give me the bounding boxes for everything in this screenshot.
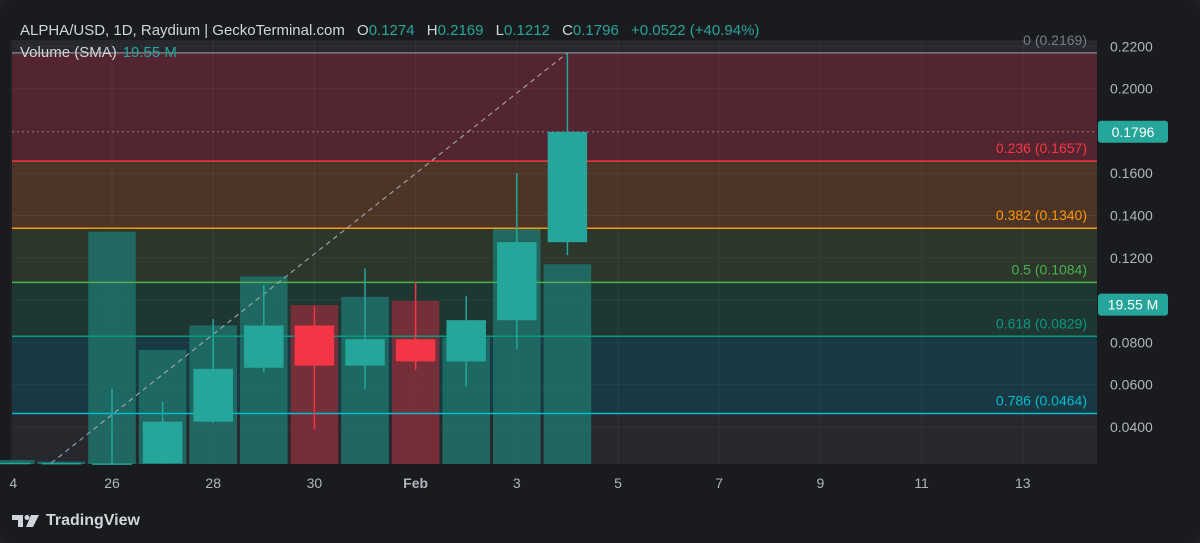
x-axis-tick-label: 13 [1015,475,1031,491]
y-axis-tick-label: 0.0400 [1110,419,1153,435]
x-axis-tick-label: 28 [205,475,221,491]
candle-body[interactable] [0,462,31,465]
fib-level-label: 0.382 (0.1340) [996,207,1087,223]
close-label: C [562,22,573,39]
open-value: 0.1274 [368,22,415,39]
high-label: H [426,22,438,39]
candle-body[interactable] [345,339,385,366]
candle-body[interactable] [294,325,335,366]
volume-bar[interactable] [543,264,592,464]
candle-body[interactable] [395,339,436,362]
candle-body[interactable] [193,368,233,422]
low-label: L [495,22,504,39]
volume-tag-label: 19.55 M [1108,297,1159,313]
high-value: 0.2169 [437,22,484,39]
open-label: O [357,22,369,39]
tradingview-logo-icon [12,515,39,527]
volume-bar[interactable] [0,459,35,464]
y-axis-tick-label: 0.0600 [1110,377,1153,393]
y-axis-tick-label: 0.1200 [1110,250,1153,266]
candle-body[interactable] [244,325,284,368]
y-axis-tick-label: 0.1400 [1110,208,1153,224]
volume-label[interactable]: Volume (SMA) [20,44,117,61]
tradingview-branding[interactable]: TradingView [12,512,140,530]
low-value: 0.1212 [504,22,550,39]
candle-body[interactable] [41,462,82,465]
x-axis-tick-label: 7 [715,475,723,491]
x-axis-tick-label: 5 [614,475,622,491]
x-axis-tick-label: 30 [307,475,323,491]
y-axis-tick-label: 0.1600 [1110,165,1153,181]
y-axis-tick-label: 0.0800 [1110,334,1153,350]
candle-body[interactable] [547,131,588,243]
symbol-legend: ALPHA/USD, 1D, Raydium | GeckoTerminal.c… [20,22,759,39]
tradingview-label: TradingView [46,512,140,529]
close-value: 0.1796 [572,22,619,39]
fib-level-label: 0.5 (0.1084) [1012,261,1088,277]
fib-level-label: 0.786 (0.0464) [996,392,1087,408]
fib-level-label: 0.236 (0.1657) [996,140,1087,156]
last-price-tag [1098,120,1168,143]
x-axis-tick-label: 9 [817,475,825,491]
candle-body[interactable] [92,463,132,465]
candle-body[interactable] [497,242,537,321]
candle-body[interactable] [446,320,486,362]
fib-trend-line[interactable] [50,52,568,464]
volume-tag [1098,293,1168,316]
fib-level-label: 0.618 (0.0829) [996,315,1087,331]
last-price-tag-label: 0.1796 [1112,124,1155,140]
symbol-title[interactable]: ALPHA/USD, 1D, Raydium | GeckoTerminal.c… [20,22,345,39]
volume-legend: Volume (SMA) 19.55 M [20,44,177,61]
candle-body[interactable] [142,421,183,464]
y-axis-tick-label: 0.2200 [1110,38,1153,54]
x-axis-tick-label: 4 [9,475,17,491]
x-axis-tick-label: 26 [104,475,120,491]
fib-level-label: 0 (0.2169) [1023,32,1087,48]
x-axis-tick-label: Feb [403,475,428,491]
volume-value: 19.55 M [122,44,177,61]
x-axis-tick-label: 3 [513,475,521,491]
x-axis-tick-label: 11 [914,475,929,491]
change-value: +0.0522 (+40.94%) [630,22,760,39]
y-axis-tick-label: 0.2000 [1110,81,1153,97]
